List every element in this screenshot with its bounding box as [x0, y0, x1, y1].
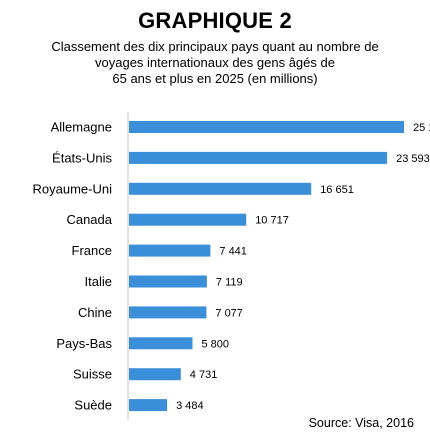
bar [129, 368, 181, 381]
bar [129, 399, 168, 412]
value-label: 7 077 [215, 307, 243, 319]
category-label: Pays-Bas [56, 336, 112, 351]
value-label: 7 119 [216, 277, 243, 289]
category-label: Canada [66, 212, 112, 227]
value-label: 23 593 [396, 153, 430, 165]
value-label: 3 484 [176, 400, 204, 412]
value-label: 5 800 [202, 338, 230, 350]
bar [129, 337, 193, 350]
bar [129, 213, 247, 226]
chart-title: GRAPHIQUE 2 [138, 8, 292, 33]
category-label: Chine [78, 305, 112, 320]
bar [129, 244, 211, 257]
category-label: Allemagne [51, 120, 112, 135]
category-label: Suisse [73, 367, 112, 382]
category-label: Suède [74, 398, 112, 413]
bar [129, 121, 404, 133]
subtitle-line-1: Classement des dix principaux pays quant… [51, 39, 379, 54]
bar [129, 306, 207, 319]
value-label: 10 717 [255, 215, 289, 227]
category-label: Royaume-Uni [33, 181, 113, 196]
bar [129, 182, 312, 195]
source-note: Source: Visa, 2016 [308, 416, 414, 430]
value-label: 25 136 [413, 122, 430, 134]
category-label: France [72, 243, 112, 258]
value-label: 4 731 [190, 369, 218, 381]
subtitle-line-3: 65 ans et plus en 2025 (en millions) [112, 71, 318, 86]
category-label: États-Unis [52, 150, 112, 165]
value-label: 7 441 [219, 246, 247, 258]
bar [129, 151, 388, 164]
category-label: Italie [85, 274, 112, 289]
chart-subtitle: Classement des dix principaux pays quant… [25, 39, 405, 87]
value-label: 16 651 [320, 184, 354, 196]
subtitle-line-2: voyages internationaux des gens âgés de [95, 55, 335, 70]
bar [129, 275, 207, 288]
